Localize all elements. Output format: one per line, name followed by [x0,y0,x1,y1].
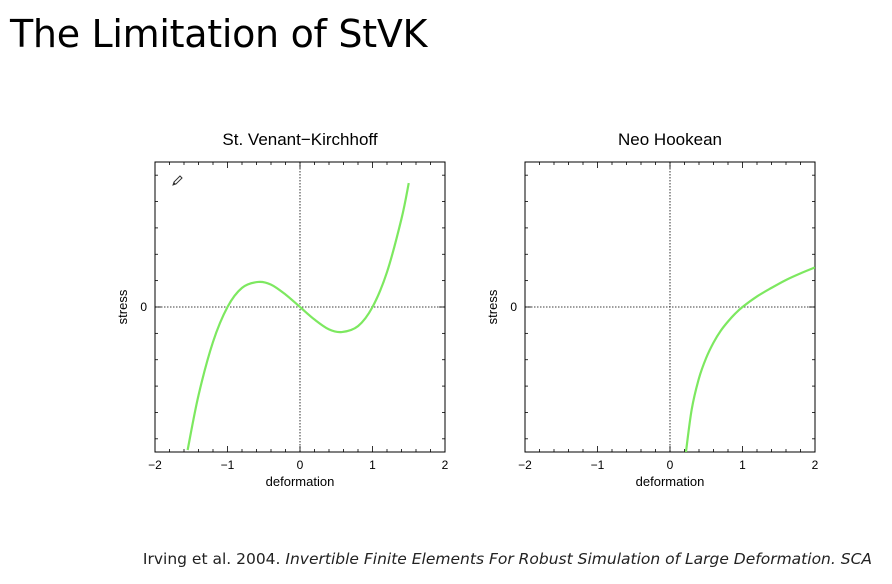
citation-authors: Irving et al. 2004. [142,550,286,568]
pencil-icon [171,174,183,192]
stvk-chart-svg: St. Venant−Kirchhoff −2 −1 0 1 2 0 deformation s… [115,130,449,489]
stvk-xtick-label: 2 [442,458,449,472]
neo-hookean-chart-svg: Neo Hookean −2 −1 0 1 2 0 deformation stress [485,130,819,489]
slide-title: The Limitation of StVK [10,12,428,56]
stvk-xtick-label: −1 [221,458,235,472]
stvk-series-line [186,182,410,451]
neo-xtick-label: −1 [591,458,605,472]
neo-xlabel: deformation [636,474,705,489]
neo-chart-title: Neo Hookean [618,130,722,149]
stvk-ytick-label: 0 [140,300,147,314]
neo-ytick-label: 0 [510,300,517,314]
stvk-chart-title: St. Venant−Kirchhoff [222,130,377,149]
stvk-xlabel: deformation [266,474,335,489]
neo-xtick-label: −2 [518,458,532,472]
stvk-ylabel: stress [115,289,130,324]
stvk-xtick-label: 0 [297,458,304,472]
neo-ylabel: stress [485,289,500,324]
citation: Irving et al. 2004. Invertible Finite El… [143,550,872,568]
neo-xtick-label: 2 [812,458,819,472]
stvk-xtick-label: 1 [369,458,376,472]
citation-title: Invertible Finite Elements For Robust Si… [285,550,872,568]
plot-stvk: St. Venant−Kirchhoff −2 −1 0 1 2 0 deformation s… [110,128,449,508]
neo-xtick-label: 1 [739,458,746,472]
stvk-xtick-label: −2 [148,458,162,472]
plot-neo-hookean: Neo Hookean −2 −1 0 1 2 0 deformation stress [480,128,819,508]
neo-xtick-label: 0 [667,458,674,472]
neo-series-line [684,266,815,452]
